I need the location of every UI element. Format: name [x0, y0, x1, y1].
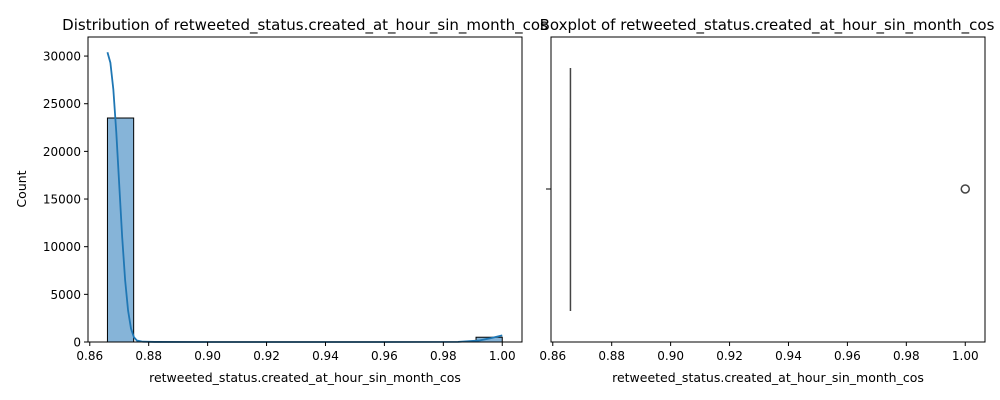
y-tick-label: 30000 [43, 50, 81, 64]
histogram-y-label: Count [14, 170, 29, 207]
y-tick-label: 20000 [43, 145, 81, 159]
x-tick-label: 0.98 [430, 349, 457, 363]
x-tick-label: 0.98 [893, 349, 920, 363]
x-tick-label: 0.94 [312, 349, 339, 363]
histogram-x-label: retweeted_status.created_at_hour_sin_mon… [149, 370, 461, 385]
outlier-point [960, 184, 971, 194]
x-tick-label: 0.94 [775, 349, 802, 363]
y-tick-label: 10000 [43, 240, 81, 254]
x-tick-label: 0.88 [598, 349, 625, 363]
x-tick-label: 0.96 [371, 349, 398, 363]
histogram-plot-area [106, 52, 503, 343]
x-tick-label: 1.00 [952, 349, 979, 363]
y-tick-label: 5000 [50, 288, 81, 302]
boxplot-panel: Boxplot of retweeted_status.created_at_h… [539, 16, 994, 385]
x-tick-label: 0.92 [716, 349, 743, 363]
x-tick-label: 0.96 [834, 349, 861, 363]
x-tick-label: 0.86 [539, 349, 566, 363]
x-tick-label: 1.00 [489, 349, 516, 363]
boxplot-x-label: retweeted_status.created_at_hour_sin_mon… [612, 370, 924, 385]
x-tick-label: 0.86 [76, 349, 103, 363]
boxplot-x-ticks: 0.86 0.88 0.90 0.92 0.94 0.96 0.98 1.00 [539, 342, 979, 363]
boxplot-title: Boxplot of retweeted_status.created_at_h… [540, 16, 995, 35]
histogram-x-ticks: 0.86 0.88 0.90 0.92 0.94 0.96 0.98 1.00 [76, 342, 516, 363]
histogram-panel: Distribution of retweeted_status.created… [14, 16, 548, 385]
histogram-title: Distribution of retweeted_status.created… [62, 16, 548, 35]
x-tick-label: 0.88 [135, 349, 162, 363]
boxplot-frame [550, 36, 986, 343]
y-tick-label: 15000 [43, 193, 81, 207]
y-tick-label: 0 [73, 336, 81, 350]
x-tick-label: 0.90 [657, 349, 684, 363]
y-tick-label: 25000 [43, 97, 81, 111]
boxplot-plot-area [569, 68, 971, 311]
x-tick-label: 0.92 [253, 349, 280, 363]
histogram-y-ticks: 0 5000 10000 15000 20000 25000 30000 [43, 50, 88, 350]
x-tick-label: 0.90 [194, 349, 221, 363]
histogram-bar [106, 117, 135, 343]
histogram-frame [87, 36, 523, 343]
kde-line [106, 52, 503, 343]
